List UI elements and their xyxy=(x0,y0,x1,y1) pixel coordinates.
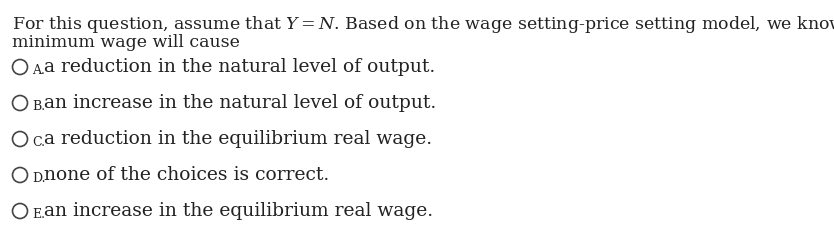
Text: E.: E. xyxy=(32,208,45,221)
Text: D.: D. xyxy=(32,172,46,185)
Text: B.: B. xyxy=(32,100,45,113)
Text: minimum wage will cause: minimum wage will cause xyxy=(12,34,240,51)
Text: a reduction in the equilibrium real wage.: a reduction in the equilibrium real wage… xyxy=(44,130,432,148)
Text: an increase in the equilibrium real wage.: an increase in the equilibrium real wage… xyxy=(44,202,433,220)
Text: an increase in the natural level of output.: an increase in the natural level of outp… xyxy=(44,94,436,112)
Text: C.: C. xyxy=(32,136,45,149)
Text: For this question, assume that $\mathit{Y = N}$. Based on the wage setting-price: For this question, assume that $\mathit{… xyxy=(12,14,834,35)
Text: a reduction in the natural level of output.: a reduction in the natural level of outp… xyxy=(44,58,435,76)
Text: A.: A. xyxy=(32,64,45,77)
Text: none of the choices is correct.: none of the choices is correct. xyxy=(44,166,329,184)
